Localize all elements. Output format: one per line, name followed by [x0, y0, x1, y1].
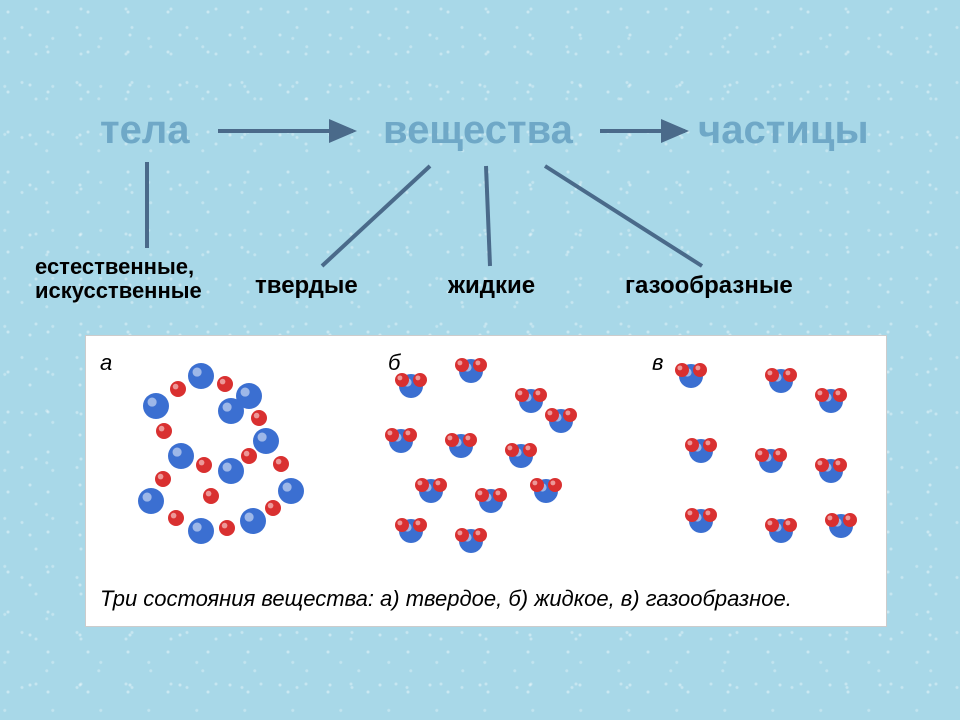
figure-caption: Три состояния вещества: а) твердое, б) ж… — [100, 586, 792, 612]
label-solid: твердые — [255, 272, 358, 300]
label-tela: тела — [100, 108, 190, 153]
label-veshestva: вещества — [383, 108, 573, 153]
panel-letter-b: б — [388, 350, 400, 376]
label-liquid: жидкие — [448, 272, 535, 300]
panel-letter-a: а — [100, 350, 112, 376]
panel-letter-v: в — [652, 350, 663, 376]
slide: тела вещества частицы естественные,искус… — [0, 0, 960, 720]
states-figure-box — [85, 335, 887, 627]
molecules-svg — [86, 336, 886, 626]
label-natural: естественные,искусственные — [35, 255, 202, 303]
label-gas: газообразные — [625, 272, 793, 300]
label-chastitsy: частицы — [698, 108, 869, 153]
